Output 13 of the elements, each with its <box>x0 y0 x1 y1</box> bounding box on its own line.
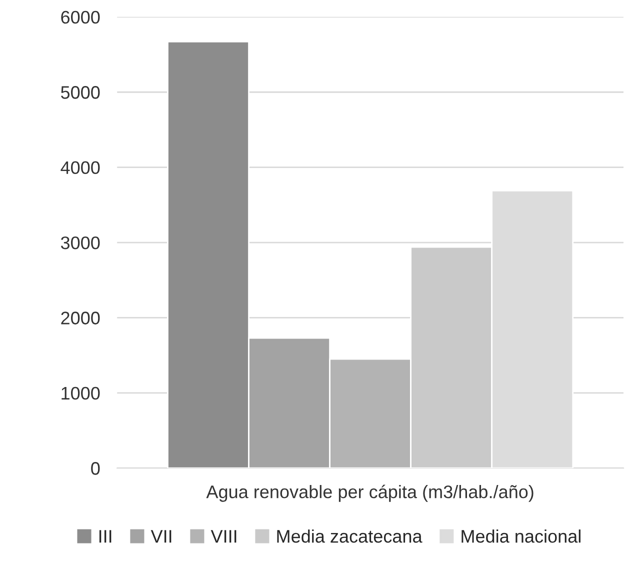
x-tick-label: Agua renovable per cápita (m3/hab./año) <box>206 484 534 502</box>
y-tick-label: 1000 <box>62 386 100 400</box>
legend-label: VIII <box>210 530 236 543</box>
y-tick-label: 4000 <box>60 161 100 174</box>
y-tick-label: 5000 <box>61 86 100 99</box>
y-tick-label: 0 <box>91 462 100 475</box>
legend-label: VII <box>150 530 172 543</box>
legend-label: III <box>99 530 112 543</box>
legend-label: Media zacatecana <box>277 529 422 543</box>
y-tick-label: 6000 <box>61 10 100 24</box>
y-tick-label: 3000 <box>60 236 100 250</box>
legend-label: Media nacional <box>462 529 580 543</box>
y-tick-label: 2000 <box>61 312 100 324</box>
